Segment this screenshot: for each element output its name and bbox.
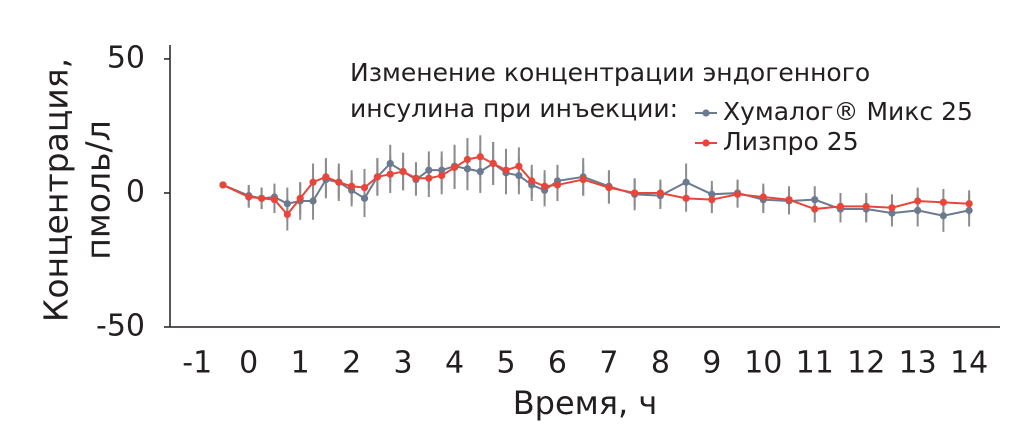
- legend-label: Хумалог® Микс 25: [723, 97, 973, 126]
- x-tick-label: 8: [651, 346, 670, 381]
- data-point: [476, 153, 484, 161]
- data-point: [682, 178, 690, 186]
- series-line: [222, 155, 970, 216]
- data-point: [348, 182, 356, 190]
- data-point: [463, 155, 472, 164]
- y-tick-label: -50: [96, 309, 145, 344]
- data-point: [631, 189, 639, 197]
- data-point: [914, 206, 922, 214]
- data-point: [322, 173, 330, 181]
- data-point: [965, 206, 973, 214]
- x-tick-label: 0: [239, 346, 258, 381]
- x-tick-label: 5: [496, 346, 515, 381]
- data-point: [965, 200, 973, 208]
- x-tick-label: 10: [744, 346, 782, 381]
- data-point: [270, 196, 279, 204]
- x-tick-label: 1: [291, 346, 310, 381]
- data-point: [360, 184, 369, 192]
- data-point: [502, 166, 510, 174]
- data-point: [682, 194, 690, 202]
- data-point: [438, 166, 446, 174]
- x-axis-label: Время, ч: [513, 384, 658, 422]
- data-point: [309, 178, 317, 186]
- series-line: [222, 162, 970, 217]
- data-point: [708, 190, 716, 198]
- data-point: [888, 204, 896, 212]
- x-tick-label: -1: [182, 346, 212, 381]
- data-point: [811, 196, 819, 204]
- data-point: [386, 159, 394, 168]
- data-point: [425, 174, 433, 182]
- data-point: [309, 197, 317, 205]
- data-point: [283, 200, 291, 208]
- x-tick-label: 2: [342, 346, 361, 381]
- data-point: [939, 212, 947, 220]
- data-point: [541, 182, 549, 190]
- data-point: [914, 197, 922, 205]
- data-point: [785, 196, 793, 204]
- y-axis-label: Концентрация,: [37, 58, 76, 322]
- x-tick-label: 7: [599, 346, 618, 381]
- data-point: [360, 194, 369, 202]
- data-point: [219, 181, 227, 189]
- data-point: [656, 189, 664, 197]
- data-point: [399, 167, 407, 176]
- data-point: [579, 175, 587, 184]
- data-point: [888, 209, 896, 217]
- y-axis-label: пмоль/л: [79, 120, 118, 259]
- data-point: [836, 202, 845, 210]
- data-point: [476, 167, 484, 176]
- data-point: [939, 198, 947, 206]
- data-point: [515, 171, 523, 180]
- data-point: [489, 159, 497, 168]
- data-point: [553, 181, 562, 189]
- data-point: [605, 184, 613, 192]
- data-point: [811, 205, 819, 213]
- data-point: [245, 193, 253, 201]
- data-point: [425, 166, 433, 174]
- data-point: [283, 210, 291, 219]
- data-point: [733, 190, 742, 198]
- x-tick-label: 3: [394, 346, 413, 381]
- x-tick-label: 12: [847, 346, 885, 381]
- x-tick-label: 9: [702, 346, 721, 381]
- data-point: [373, 173, 381, 181]
- data-point: [463, 165, 472, 173]
- data-point: [438, 171, 446, 180]
- legend-title: Изменение концентрации эндогенного: [350, 58, 870, 87]
- legend-label: Лизпро 25: [723, 127, 859, 156]
- x-tick-label: 6: [548, 346, 567, 381]
- data-point: [759, 193, 767, 201]
- legend-marker: [702, 109, 710, 117]
- x-tick-label: 11: [796, 346, 834, 381]
- data-point: [515, 162, 523, 170]
- data-point: [386, 170, 394, 178]
- data-point: [708, 196, 716, 204]
- x-tick-label: 14: [950, 346, 988, 381]
- legend-marker: [702, 139, 710, 147]
- data-point: [335, 178, 343, 186]
- data-point: [450, 163, 459, 172]
- x-tick-label: 13: [899, 346, 937, 381]
- data-point: [862, 202, 870, 210]
- data-point: [296, 194, 304, 202]
- x-tick-label: 4: [445, 346, 464, 381]
- data-point: [257, 194, 266, 202]
- data-point: [412, 174, 420, 182]
- y-tick-label: 0: [126, 174, 145, 209]
- data-point: [528, 177, 536, 185]
- y-tick-label: 50: [107, 40, 145, 75]
- legend-title: инсулина при инъекции:: [350, 94, 678, 123]
